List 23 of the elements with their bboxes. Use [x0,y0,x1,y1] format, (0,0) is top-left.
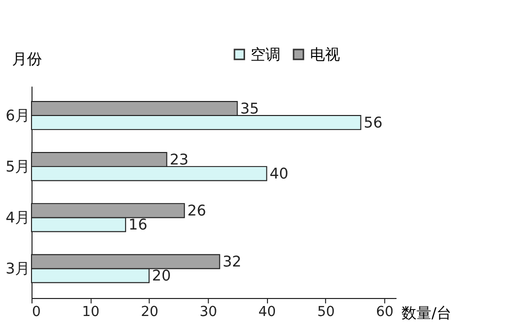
y-tick-label: 4月 [6,210,30,227]
x-tick-label: 20 [140,304,158,320]
y-tick-label: 5月 [6,158,30,176]
data-label: 35 [240,100,260,118]
x-tick-label: 50 [317,304,335,320]
data-label: 32 [222,254,242,271]
data-label: 26 [187,202,206,220]
x-tick-label: 10 [82,304,100,320]
data-label: 16 [128,216,148,234]
x-tick-label: 30 [200,304,218,320]
data-label: 20 [152,268,171,285]
x-axis-title: 数量/台 [401,305,452,322]
legend-label: 电视 [310,46,340,64]
y-tick-label: 3月 [6,260,30,278]
x-tick-label: 60 [376,304,394,320]
data-label: 40 [270,166,288,182]
y-tick-label: 6月 [6,107,30,124]
x-tick-label: 40 [258,304,276,320]
data-label: 56 [364,114,382,132]
y-axis-title: 月份 [12,51,42,68]
x-tick-label: 0 [32,304,41,320]
data-label: 23 [170,151,188,168]
legend-label: 空调 [250,46,281,64]
